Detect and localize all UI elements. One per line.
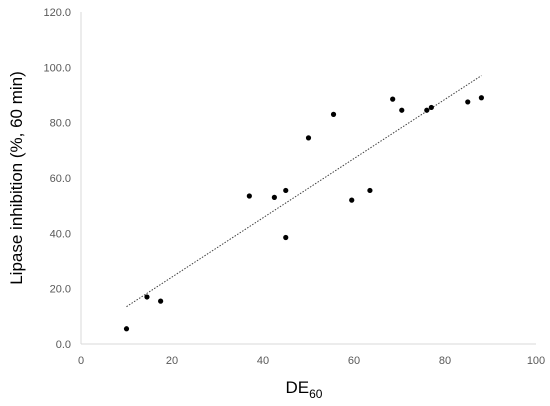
data-point: [399, 107, 405, 113]
data-point: [465, 99, 471, 105]
x-tick-label: 20: [166, 355, 178, 367]
data-point: [428, 104, 434, 111]
data-point: [424, 107, 430, 113]
data-point: [123, 326, 130, 332]
x-tick-labels: 0 20 40 60 80 100: [78, 355, 545, 367]
x-axis-title-subscript: 60: [309, 387, 323, 401]
data-point: [246, 193, 252, 199]
data-point: [349, 197, 355, 203]
data-point: [390, 96, 396, 102]
x-tick-label: 80: [439, 355, 451, 367]
data-point: [478, 95, 484, 101]
x-tick-label: 100: [527, 355, 545, 367]
y-tick-label: 100.0: [43, 62, 71, 74]
data-point: [330, 111, 337, 117]
data-point: [144, 294, 150, 300]
x-tick-label: 60: [348, 355, 360, 367]
y-tick-label: 0.0: [56, 339, 71, 351]
axes: [80, 12, 536, 345]
y-tick-label: 80.0: [50, 118, 71, 130]
data-point: [367, 187, 373, 194]
data-point: [283, 234, 289, 241]
y-tick-label: 60.0: [50, 173, 71, 185]
data-point: [158, 298, 164, 304]
y-tick-labels: 0.0 20.0 40.0 60.0 80.0 100.0 120.0: [43, 7, 71, 351]
data-point: [305, 135, 312, 141]
y-tick-label: 20.0: [50, 284, 71, 296]
x-tick-label: 0: [78, 355, 84, 367]
y-tick-label: 40.0: [50, 228, 71, 240]
data-point: [283, 187, 289, 194]
y-tick-label: 120.0: [43, 7, 71, 19]
x-tick-label: 40: [257, 355, 269, 367]
x-axis-title: DE60: [286, 378, 323, 401]
data-point: [271, 194, 277, 200]
data-points: [123, 95, 484, 332]
y-axis-title: Lipase inhibition (%, 60 min): [7, 71, 26, 285]
